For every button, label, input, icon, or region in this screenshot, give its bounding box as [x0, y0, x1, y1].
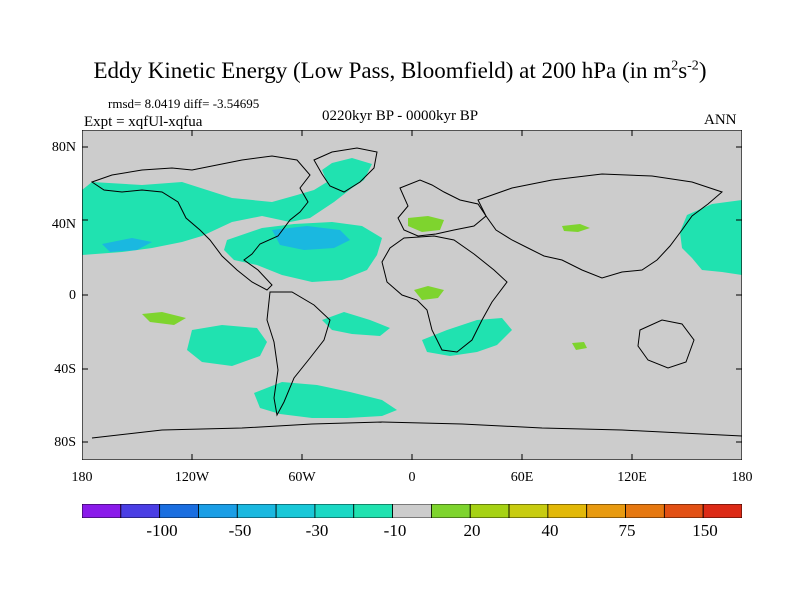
colorbar-swatch	[625, 504, 665, 518]
green-anomaly-regions	[142, 216, 590, 350]
title-unit-s: s	[678, 58, 688, 83]
y-tick-80n: 80N	[51, 140, 76, 155]
blue-anomaly-regions	[102, 226, 350, 252]
x-tick-60w: 60W	[288, 470, 316, 485]
mediterranean-green	[408, 216, 444, 232]
colorbar-label-5: 20	[463, 521, 481, 540]
x-tick-60e: 60E	[510, 470, 534, 485]
colorbar-swatch	[314, 504, 355, 518]
colorbar-swatch	[353, 504, 393, 518]
x-tick-180e: 180	[731, 470, 753, 485]
colorbar-label-1: -100	[146, 521, 178, 540]
north-america-outline	[90, 155, 311, 291]
south-pacific-cyan	[187, 325, 267, 366]
stats-label: rmsd= 8.0419 diff= -3.54695	[108, 96, 260, 111]
y-tick-40s: 40S	[54, 362, 76, 377]
map-background	[82, 130, 742, 460]
north-pacific-cyan	[82, 158, 372, 255]
europe-outline	[397, 179, 487, 237]
pacific-blue-core	[102, 238, 152, 252]
title-end: )	[698, 58, 707, 83]
africa-outline	[381, 235, 508, 353]
colorbar-swatch	[275, 504, 316, 518]
map-ticks	[82, 130, 742, 460]
colorbar-label-7: 75	[618, 521, 636, 540]
x-tick-0: 0	[408, 470, 416, 485]
colorbar-swatch	[198, 504, 238, 518]
greenland-outline	[313, 147, 378, 193]
y-tick-0: 0	[69, 288, 76, 303]
title-exponent-1: 2	[671, 58, 679, 74]
colorbar-swatch	[159, 504, 199, 518]
australia-outline	[637, 319, 695, 369]
x-tick-120e: 120E	[617, 470, 647, 485]
antarctica-outline	[91, 421, 742, 439]
south-atlantic-cyan	[322, 312, 390, 336]
colorbar-swatch	[120, 504, 161, 518]
colorbar-label-8: 150	[692, 521, 718, 540]
x-tick-120w: 120W	[174, 470, 210, 485]
colorbar-swatch	[702, 504, 742, 518]
colorbar-swatch	[392, 504, 432, 518]
title-main: Eddy Kinetic Energy (Low Pass, Bloomfiel…	[93, 58, 672, 83]
southern-africa-cyan	[422, 318, 512, 356]
equatorial-africa-green	[414, 286, 444, 300]
experiment-label: Expt = xqfUl-xqfua	[84, 114, 203, 130]
colorbar-swatch	[469, 504, 510, 518]
asia-outline	[477, 173, 723, 279]
colorbar-swatch	[547, 504, 588, 518]
x-tick-180w: 180	[71, 470, 93, 485]
southern-ocean-cyan	[254, 382, 397, 418]
colorbar-label-6: 40	[541, 521, 559, 540]
period-label: 0220kyr BP - 0000kyr BP	[322, 108, 479, 124]
colorbar-swatch	[586, 504, 626, 518]
colorbar-label-4: -10	[383, 521, 407, 540]
colorbar-swatch	[508, 504, 549, 518]
colorbar-swatch	[82, 504, 122, 518]
colorbar-swatch	[663, 504, 704, 518]
south-america-outline	[266, 291, 331, 417]
land-outlines	[90, 147, 742, 439]
colorbar-label-2: -50	[228, 521, 252, 540]
indian-ocean-green	[572, 342, 587, 350]
tropical-pacific-green	[142, 312, 186, 325]
central-asia-green	[562, 224, 590, 232]
cyan-anomaly-regions	[82, 158, 742, 418]
season-label: ANN	[704, 112, 737, 128]
y-tick-40n: 40N	[51, 217, 76, 232]
west-pacific-cyan	[680, 200, 742, 275]
title-exponent-2: -2	[687, 58, 699, 74]
colorbar	[82, 504, 742, 518]
atlantic-blue-core	[272, 226, 350, 250]
colorbar-swatch	[236, 504, 277, 518]
world-map	[82, 130, 742, 460]
colorbar-label-3: -30	[305, 521, 329, 540]
chart-title: Eddy Kinetic Energy (Low Pass, Bloomfiel…	[0, 58, 800, 84]
colorbar-swatch	[431, 504, 471, 518]
y-tick-80s: 80S	[54, 435, 76, 450]
